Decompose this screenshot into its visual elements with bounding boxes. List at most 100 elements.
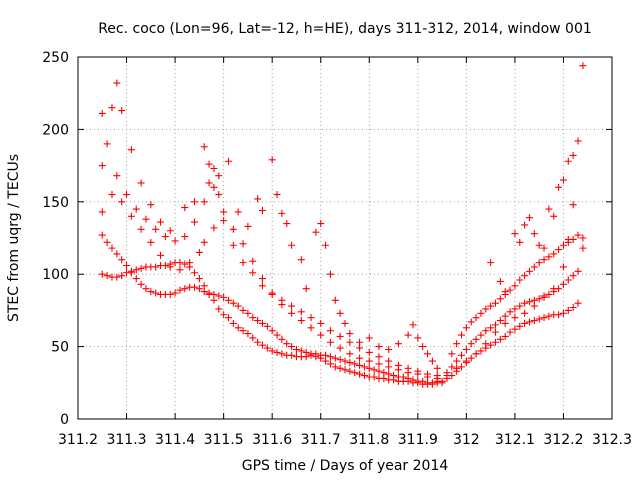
- data-point: [521, 272, 529, 280]
- data-point: [210, 290, 218, 298]
- x-tick-label: 312.3: [592, 432, 632, 448]
- data-point: [166, 227, 174, 235]
- data-point: [390, 372, 398, 380]
- data-point: [458, 351, 466, 359]
- data-point: [215, 292, 223, 300]
- data-point: [540, 256, 548, 264]
- data-point: [137, 264, 145, 272]
- data-point: [307, 314, 315, 322]
- data-point: [496, 335, 504, 343]
- data-point: [458, 331, 466, 339]
- data-point: [360, 372, 368, 380]
- data-point: [288, 241, 296, 249]
- data-point: [283, 220, 291, 228]
- data-point: [569, 201, 577, 209]
- data-point: [273, 191, 281, 199]
- data-point: [394, 361, 402, 369]
- x-tick-label: 312.2: [543, 432, 583, 448]
- data-point: [414, 334, 422, 342]
- data-point: [215, 191, 223, 199]
- data-point: [229, 241, 237, 249]
- data-point: [297, 308, 305, 316]
- data-point: [550, 250, 558, 258]
- data-point: [224, 157, 232, 165]
- data-point: [220, 311, 228, 319]
- data-point: [331, 363, 339, 371]
- data-point: [273, 348, 281, 356]
- data-point: [555, 183, 563, 191]
- x-tick-label: 311.5: [204, 432, 244, 448]
- data-point: [123, 191, 131, 199]
- data-point: [414, 367, 422, 375]
- data-point: [385, 345, 393, 353]
- data-point: [239, 327, 247, 335]
- data-point: [375, 343, 383, 351]
- data-point: [176, 266, 184, 274]
- data-point: [535, 259, 543, 267]
- data-point: [200, 198, 208, 206]
- data-point: [215, 172, 223, 180]
- data-point: [521, 319, 529, 327]
- data-point: [477, 331, 485, 339]
- data-point: [103, 140, 111, 148]
- data-point: [132, 205, 140, 213]
- data-point: [477, 309, 485, 317]
- data-point: [511, 314, 519, 322]
- data-point: [176, 259, 184, 267]
- data-point: [351, 360, 359, 368]
- data-point: [458, 363, 466, 371]
- data-point: [118, 272, 126, 280]
- data-point: [477, 347, 485, 355]
- data-point: [433, 364, 441, 372]
- data-point: [356, 338, 364, 346]
- data-point: [482, 340, 490, 348]
- data-point: [535, 295, 543, 303]
- data-point: [472, 335, 480, 343]
- data-point: [132, 266, 140, 274]
- data-point: [254, 338, 262, 346]
- data-point: [127, 269, 135, 277]
- data-point: [268, 156, 276, 164]
- data-point: [278, 335, 286, 343]
- data-point: [312, 228, 320, 236]
- data-point: [244, 330, 252, 338]
- data-point: [574, 299, 582, 307]
- plot-frame: [77, 56, 613, 420]
- data-point: [385, 357, 393, 365]
- data-point: [506, 308, 514, 316]
- data-point: [326, 353, 334, 361]
- data-point: [278, 209, 286, 217]
- data-point: [491, 328, 499, 336]
- data-point: [428, 357, 436, 365]
- data-point: [370, 373, 378, 381]
- data-point: [525, 214, 533, 222]
- data-point: [467, 318, 475, 326]
- data-point: [472, 314, 480, 322]
- data-point: [346, 338, 354, 346]
- data-point: [200, 288, 208, 296]
- data-point: [98, 231, 106, 239]
- data-point: [555, 246, 563, 254]
- data-point: [326, 270, 334, 278]
- data-point: [341, 319, 349, 327]
- data-point: [574, 231, 582, 239]
- data-point: [574, 267, 582, 275]
- data-point: [501, 312, 509, 320]
- data-point: [166, 263, 174, 271]
- data-point: [205, 289, 213, 297]
- data-point: [137, 179, 145, 187]
- data-point: [118, 107, 126, 115]
- data-point: [147, 201, 155, 209]
- data-point: [220, 293, 228, 301]
- data-point: [346, 330, 354, 338]
- data-point: [385, 370, 393, 378]
- data-point: [399, 373, 407, 381]
- data-point: [322, 241, 330, 249]
- data-point: [491, 299, 499, 307]
- data-point: [545, 205, 553, 213]
- data-point: [540, 292, 548, 300]
- data-point: [365, 364, 373, 372]
- data-point: [550, 285, 558, 293]
- data-point: [210, 183, 218, 191]
